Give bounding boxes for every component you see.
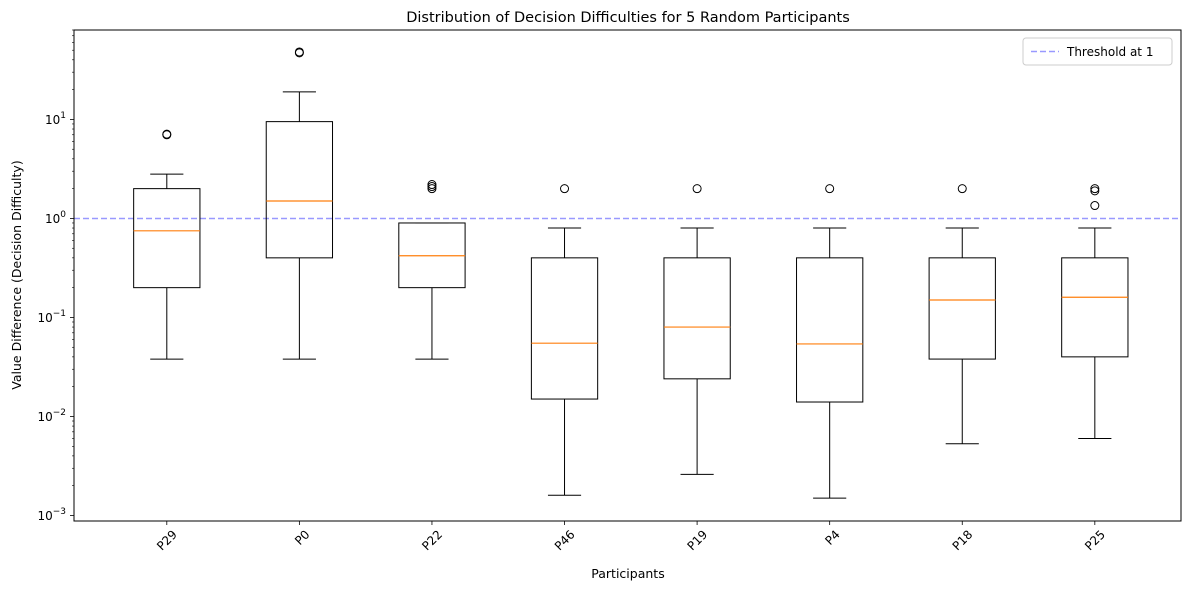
legend: Threshold at 1 — [1022, 37, 1173, 66]
outlier-point — [427, 184, 437, 194]
outlier-point — [957, 184, 967, 194]
legend-threshold-label: Threshold at 1 — [1066, 45, 1153, 59]
box — [663, 257, 731, 380]
y-tick-label: 10−2 — [37, 408, 66, 424]
box — [1061, 257, 1129, 358]
outlier-point — [1090, 201, 1100, 211]
outlier-point — [1090, 184, 1100, 194]
x-tick-label: P0 — [292, 527, 312, 547]
x-tick-label: P29 — [154, 527, 180, 553]
x-tick-label: P19 — [684, 527, 710, 553]
box — [133, 188, 201, 289]
outlier-point — [162, 129, 172, 139]
x-tick-label: P25 — [1082, 527, 1108, 553]
outlier-point — [692, 184, 702, 194]
plot-area: 10−3 10−2 10−1 100 101 P29 P0 P22 P46 P19 P4 P18 P25 — [37, 29, 1182, 553]
y-tick-label: 10−1 — [37, 309, 66, 325]
box — [265, 121, 334, 259]
outlier-point — [427, 180, 437, 190]
outlier-point — [294, 47, 304, 57]
y-tick-label: 100 — [45, 210, 66, 226]
x-tick-label: P22 — [419, 527, 445, 553]
plot-frame — [73, 29, 1182, 522]
x-tick-label: P4 — [822, 527, 842, 547]
y-axis-label: Value Difference (Decision Difficulty) — [9, 160, 24, 389]
y-tick-label: 101 — [45, 111, 66, 127]
outlier-point — [1090, 186, 1100, 196]
x-tick-label: P18 — [950, 527, 976, 553]
outlier-point — [560, 184, 570, 194]
x-axis-label: Participants — [591, 566, 664, 581]
legend-frame — [1022, 37, 1173, 66]
box — [928, 257, 996, 360]
y-tick-label: 10−3 — [37, 507, 66, 523]
box — [530, 257, 599, 400]
outlier-point — [427, 182, 437, 192]
chart-title: Distribution of Decision Difficulties fo… — [406, 10, 850, 26]
x-tick-label: P46 — [552, 527, 578, 553]
box — [796, 257, 864, 403]
outlier-point — [825, 184, 835, 194]
